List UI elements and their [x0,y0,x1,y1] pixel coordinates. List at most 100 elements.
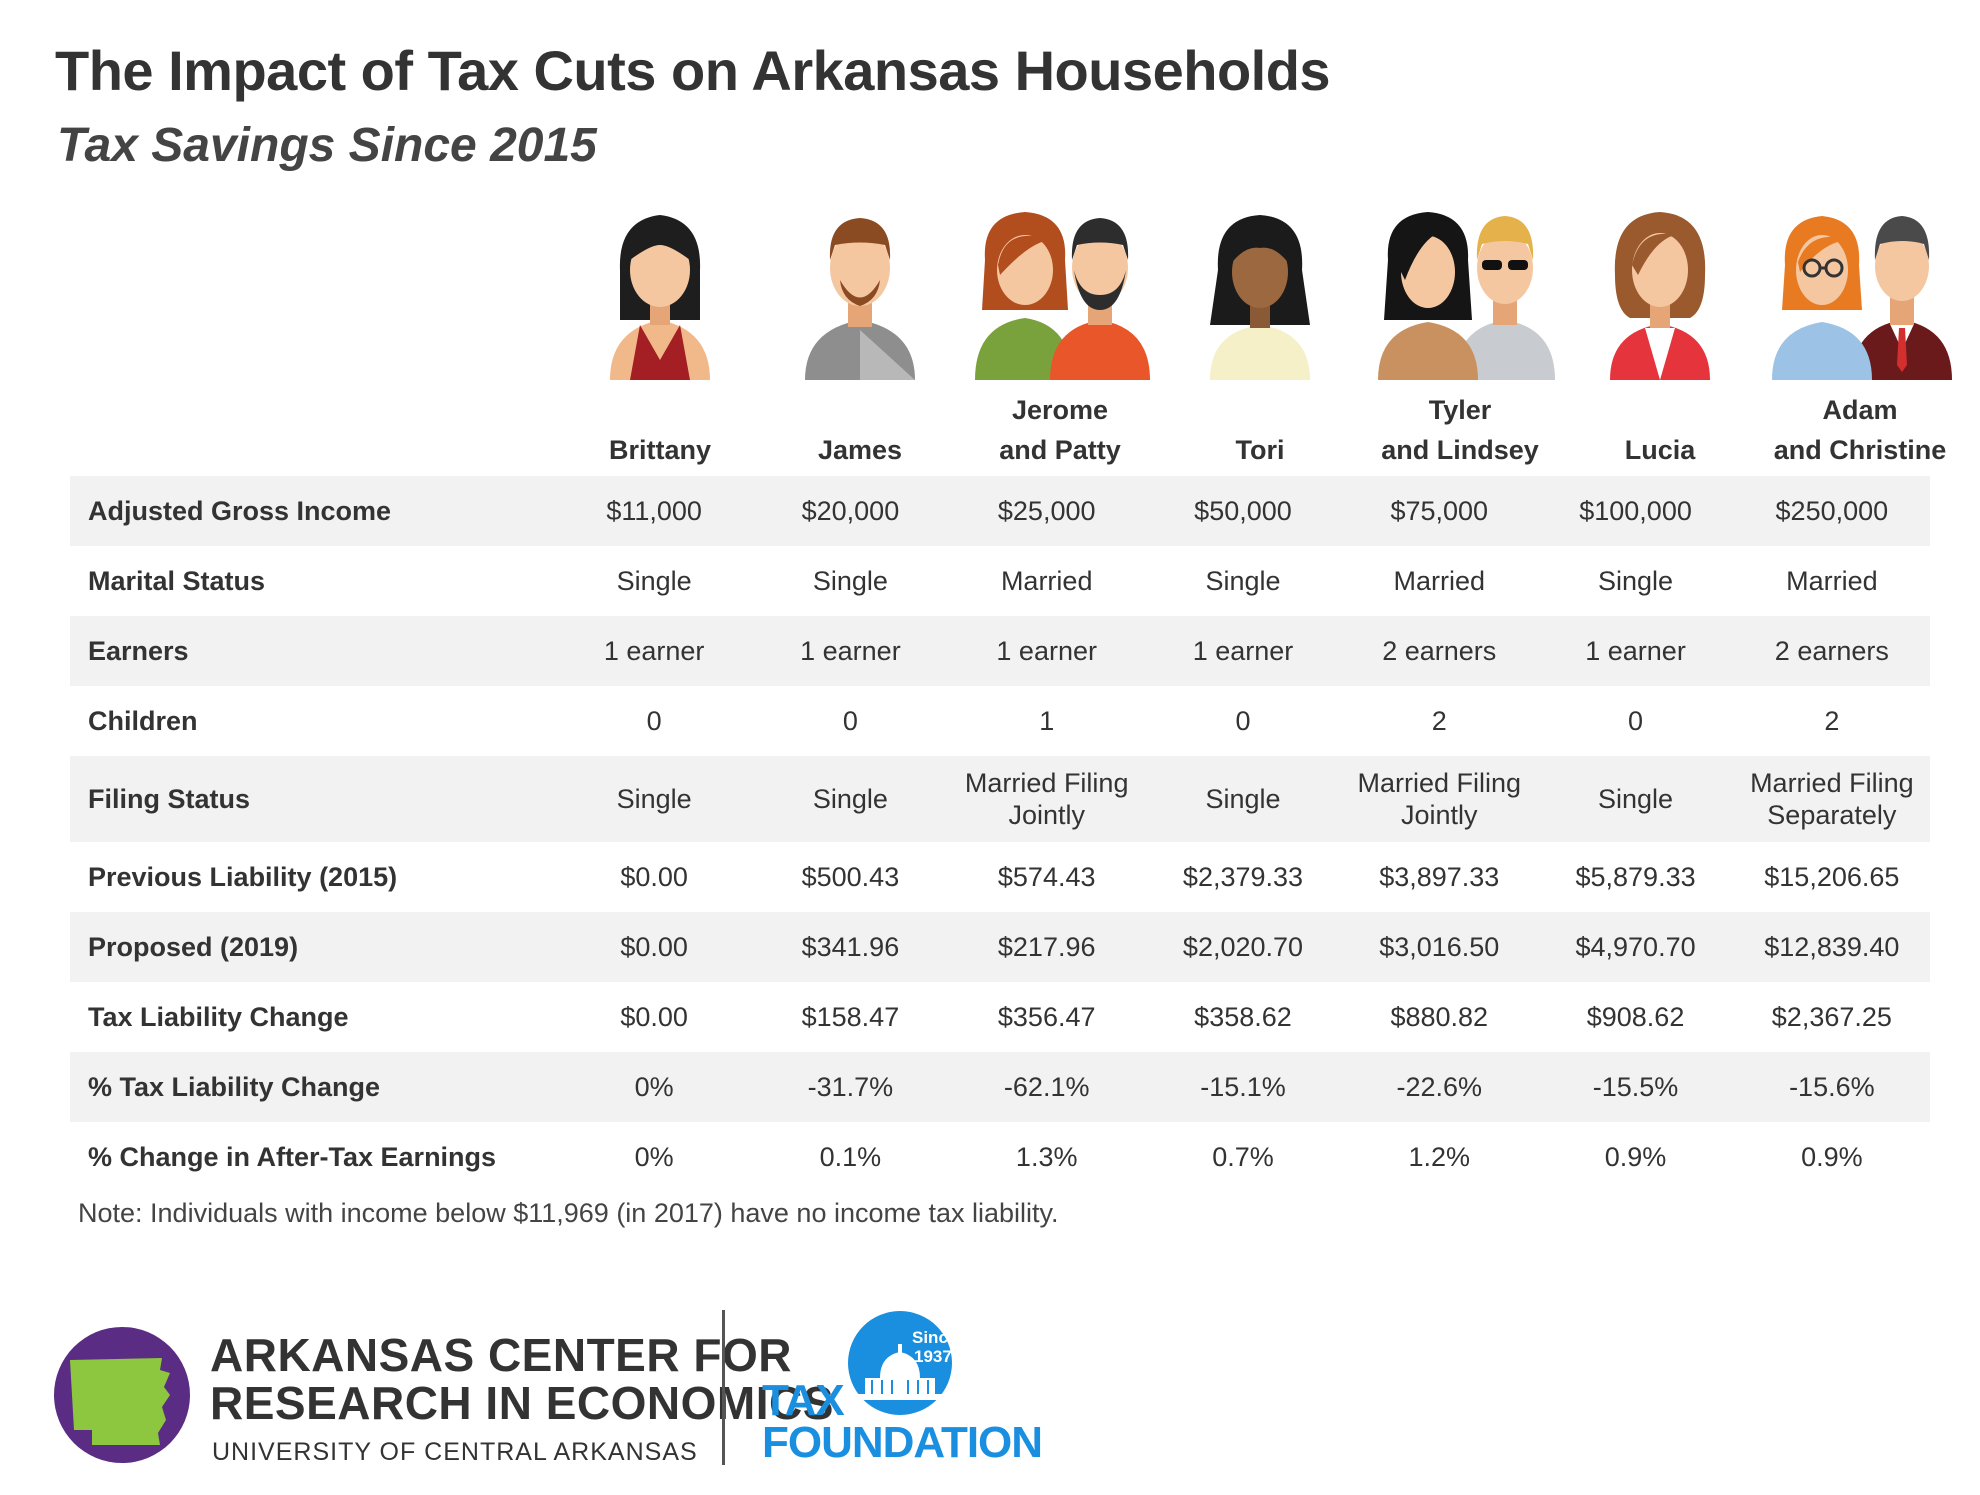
arkansas-state-logo [54,1327,190,1463]
table-cell: Single [1205,565,1281,596]
cell-line: Married Filing [1357,768,1522,798]
cell-line: Married Filing [1750,768,1914,798]
row-label: Tax Liability Change [88,1001,349,1032]
row-label: Filing Status [70,756,556,842]
cell-line: Jointly [1401,800,1478,830]
table-cell: $158.47 [801,1001,900,1032]
table-cell: Single [752,756,949,842]
cell-line: Separately [1767,800,1897,830]
row-label: Adjusted Gross Income [70,476,556,546]
row-label: Marital Status [88,565,266,596]
table-row: Filing Status Single Single Married Fili… [70,756,1930,842]
table-cell: Married [1393,565,1486,596]
table-cell: $500.43 [801,861,900,892]
table-cell: Single [1537,756,1734,842]
table-cell: -62.1% [948,1052,1145,1122]
table-cell: Single [812,565,888,596]
table-cell: $341.96 [752,912,949,982]
table-row: % Change in After-Tax Earnings 0% 0.1% 1… [70,1122,1930,1192]
acre-name-line1: ARKANSAS CENTER FOR [210,1329,792,1381]
household-james: James [760,200,960,470]
table-row: Previous Liability (2015) $0.00 $500.43 … [70,842,1930,912]
row-label: % Change in After-Tax Earnings [88,1141,497,1172]
tf-name-line2: FOUNDATION [762,1418,1043,1467]
table-cell: $2,379.33 [1182,861,1304,892]
table-cell: $574.43 [997,861,1096,892]
table-cell: 2 earners [1733,616,1930,686]
household-name: James [817,435,903,465]
couple-glasses-icon [1772,216,1952,380]
household-name: Brittany [608,435,711,465]
table-cell: $908.62 [1586,1001,1685,1032]
table-cell: $11,000 [556,476,753,546]
table-row: Marital Status Single Single Married Sin… [70,546,1930,616]
table-cell: Single [1144,756,1342,842]
couple-icon [975,212,1150,380]
table-row: Children 0 0 1 0 2 0 2 [70,686,1930,756]
table-cell: Married Filing Jointly [1341,756,1538,842]
table-cell: 0.1% [819,1141,882,1172]
table-cell: -22.6% [1341,1052,1538,1122]
table-cell: $15,206.65 [1764,861,1900,892]
table-cell: $25,000 [948,476,1145,546]
table-cell: 1 earner [556,616,753,686]
household-name: Tyler and Lindsey [1381,395,1539,465]
cell-line: Married Filing [964,768,1129,798]
table-row: Proposed (2019) $0.00 $341.96 $217.96 $2… [70,912,1930,982]
table-cell: $5,879.33 [1575,861,1696,892]
woman-dark-hair-icon [610,215,710,380]
row-label: Previous Liability (2015) [88,861,398,892]
table-cell: -15.5% [1537,1052,1734,1122]
household-adam-christine: Adam and Christine [1760,200,1960,470]
row-label: Proposed (2019) [70,912,556,982]
table-cell: 0 [646,705,662,736]
table-cell: -15.1% [1144,1052,1342,1122]
row-label: Children [88,705,198,736]
man-beard-icon [805,218,915,380]
tf-since-label: Since [912,1328,957,1347]
table-cell: $356.47 [997,1001,1096,1032]
table-cell: $100,000 [1537,476,1734,546]
table-cell: 0 [842,705,858,736]
table-cell: $250,000 [1733,476,1930,546]
table-cell: Single [556,756,753,842]
household-name: Tori [1235,435,1285,465]
table-cell: $2,020.70 [1144,912,1342,982]
household-jerome-patty: Jerome and Patty [960,200,1160,470]
table-cell: 0% [556,1052,753,1122]
table-cell: 0 [1235,705,1251,736]
row-label: % Tax Liability Change [70,1052,556,1122]
table-cell: Single [1598,565,1674,596]
cell-line: Single [616,784,692,814]
table-cell: 0% [634,1141,674,1172]
table-cell: $2,367.25 [1771,1001,1892,1032]
table-row: Earners 1 earner 1 earner 1 earner 1 ear… [70,616,1930,686]
table-cell: $12,839.40 [1733,912,1930,982]
page-title: The Impact of Tax Cuts on Arkansas House… [55,39,1331,102]
table-cell: $4,970.70 [1537,912,1734,982]
table-cell: 0 [1628,705,1644,736]
cell-line: Single [812,784,888,814]
table-cell: 0.9% [1604,1141,1667,1172]
acre-university: UNIVERSITY OF CENTRAL ARKANSAS [212,1438,698,1466]
cell-line: Single [1205,784,1281,814]
table-cell: $217.96 [948,912,1145,982]
table-cell: 1.3% [1015,1141,1078,1172]
table-cell: 1 earner [752,616,949,686]
acre-name-line2: RESEARCH IN ECONOMICS [210,1377,834,1429]
table-cell: $20,000 [752,476,949,546]
cell-line: Single [1598,784,1674,814]
woman-icon [1210,215,1310,380]
table-cell: 2 [1431,705,1447,736]
table-cell: $3,016.50 [1341,912,1538,982]
table-note: Note: Individuals with income below $11,… [78,1198,1059,1228]
row-label: Earners [70,616,556,686]
household-name: Lucia [1624,435,1696,465]
table-cell: 1 [1039,705,1055,736]
table-row: % Tax Liability Change 0% -31.7% -62.1% … [70,1052,1930,1122]
table-cell: Married Filing Jointly [948,756,1145,842]
household-brittany: Brittany [560,200,760,470]
page-subtitle: Tax Savings Since 2015 [57,119,597,172]
table-cell: 2 earners [1341,616,1538,686]
household-name: Adam and Christine [1773,395,1947,465]
